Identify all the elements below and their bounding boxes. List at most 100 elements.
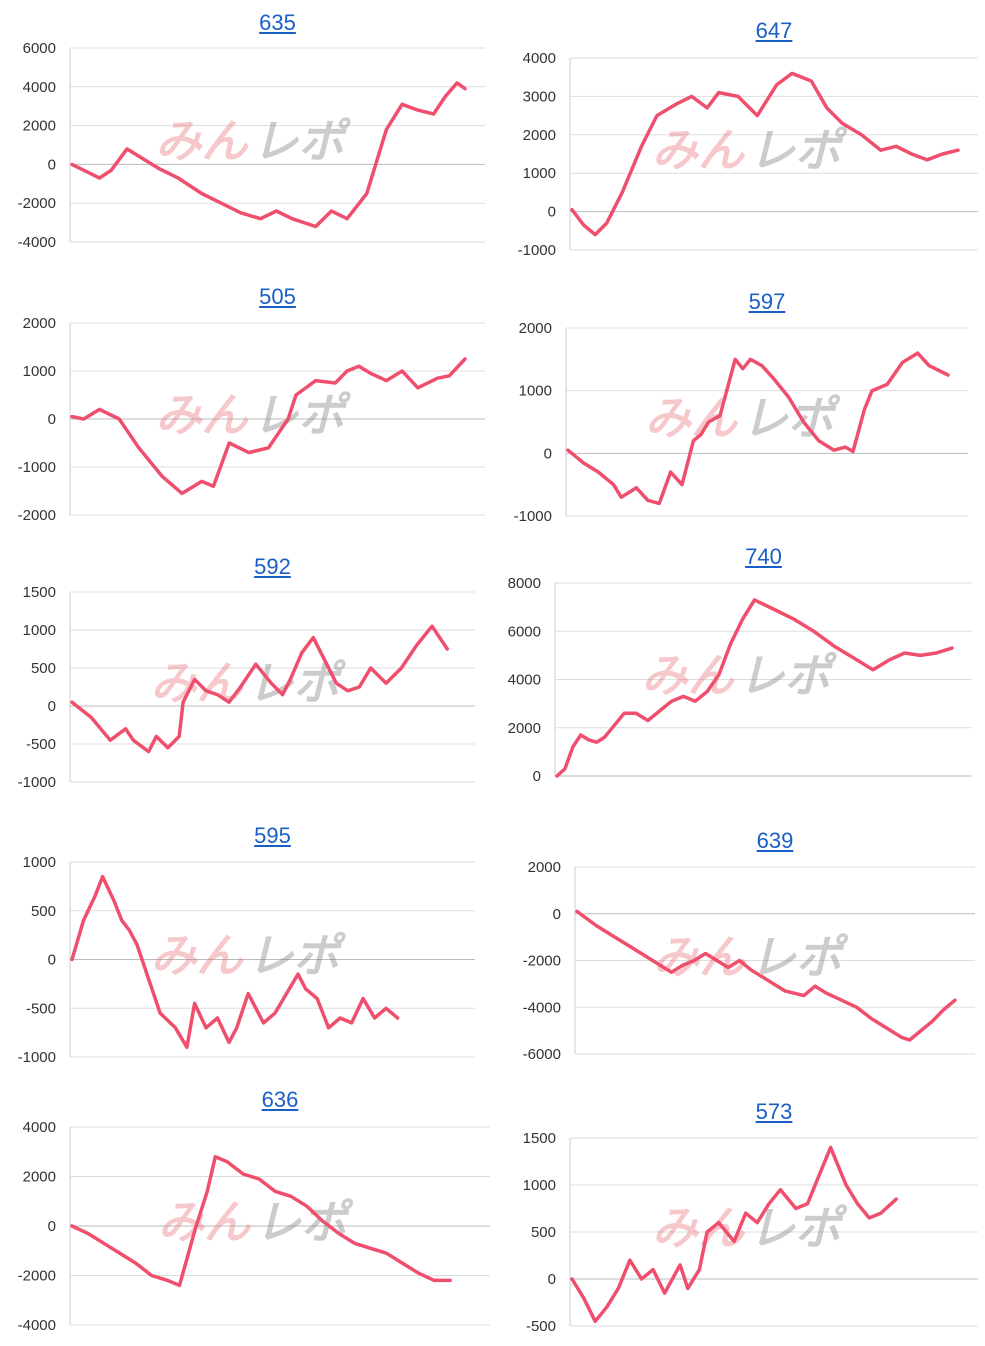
svg-text:みん: みん (151, 929, 245, 983)
y-tick-label: 1000 (519, 383, 552, 400)
y-tick-label: 4000 (23, 1119, 56, 1136)
y-tick-label: 0 (553, 906, 561, 923)
line-chart: 4000 3000 2000 1000 0 -1000 みん レポ (518, 50, 978, 259)
y-tick-label: 2000 (23, 1169, 56, 1186)
y-tick-label: 1000 (523, 1177, 556, 1194)
y-tick-label: -1000 (18, 459, 56, 476)
y-tick-label: 0 (533, 768, 541, 785)
chart-title-link[interactable]: 505 (259, 284, 296, 309)
y-tick-label: -4000 (18, 1317, 56, 1334)
series-line (566, 351, 950, 506)
y-tick-label: 2000 (508, 720, 541, 737)
y-tick-label: 500 (31, 660, 56, 677)
y-tick-label: -1000 (518, 242, 556, 259)
chart-title-link[interactable]: 740 (745, 544, 782, 569)
y-tick-label: 1000 (523, 165, 556, 182)
chart-title-link[interactable]: 573 (755, 1099, 793, 1124)
svg-text:みん: みん (652, 123, 746, 177)
chart-panel: 505 2000 1000 0 -1000 -2000 みん レポ (0, 270, 490, 535)
y-tick-label: 2000 (519, 320, 552, 337)
svg-text:レポ: レポ (749, 123, 848, 177)
y-tick-label: 1500 (523, 1130, 556, 1147)
line-chart: 1500 1000 500 0 -500 みん レポ (523, 1130, 978, 1335)
y-tick-label: -2000 (18, 195, 56, 212)
y-tick-label: 1000 (23, 622, 56, 639)
svg-text:みん: みん (652, 1201, 746, 1255)
y-tick-label: 1000 (23, 854, 56, 871)
y-tick-label: 4000 (523, 50, 556, 67)
y-tick-label: 2000 (528, 859, 561, 876)
y-tick-label: 3000 (523, 88, 556, 105)
chart-title-link[interactable]: 595 (254, 823, 291, 848)
chart-panel: 636 4000 2000 0 -2000 -4000 みん レポ (0, 1080, 490, 1346)
y-tick-label: 500 (31, 903, 56, 920)
line-chart: 2000 1000 0 -1000 みん レポ (514, 320, 968, 525)
svg-text:レポ: レポ (750, 930, 849, 984)
y-tick-label: -6000 (523, 1046, 561, 1063)
chart-panel: 647 4000 3000 2000 1000 0 -1000 みん レポ (495, 0, 985, 265)
y-tick-label: -2000 (18, 507, 56, 524)
y-tick-label: -4000 (18, 234, 56, 251)
y-tick-label: 0 (548, 204, 556, 221)
line-chart: 1500 1000 500 0 -500 -1000 みん レポ (18, 584, 475, 791)
y-tick-label: -4000 (523, 999, 561, 1016)
series-line (555, 598, 954, 778)
y-tick-label: -2000 (18, 1268, 56, 1285)
y-tick-label: -500 (26, 736, 56, 753)
y-tick-label: -500 (526, 1318, 556, 1335)
chart-title-link[interactable]: 639 (756, 828, 794, 853)
watermark-logo: みん レポ (156, 388, 352, 442)
svg-text:レポ: レポ (253, 114, 352, 168)
line-chart: 2000 1000 0 -1000 -2000 みん レポ (18, 315, 485, 524)
y-tick-label: -500 (26, 1000, 56, 1017)
chart-title-link[interactable]: 597 (748, 289, 786, 314)
chart-panel: 597 2000 1000 0 -1000 みん レポ (495, 270, 985, 535)
y-tick-label: 8000 (508, 575, 541, 592)
y-tick-label: -2000 (523, 953, 561, 970)
watermark-logo: みん レポ (653, 930, 849, 984)
svg-text:みん: みん (156, 114, 250, 168)
y-tick-label: -1000 (18, 1049, 56, 1066)
y-tick-label: 6000 (23, 40, 56, 57)
watermark-logo: みん レポ (156, 114, 352, 168)
chart-title-link[interactable]: 592 (254, 554, 291, 579)
chart-panel: 592 1500 1000 500 0 -500 -1000 みん レポ (0, 540, 490, 805)
y-tick-label: 0 (48, 156, 56, 173)
y-tick-label: 0 (48, 1218, 56, 1235)
y-tick-label: 4000 (508, 672, 541, 689)
watermark-logo: みん レポ (652, 123, 848, 177)
y-tick-label: 0 (544, 445, 552, 462)
y-tick-label: 4000 (23, 79, 56, 96)
svg-text:みん: みん (642, 649, 736, 703)
series-line (575, 909, 957, 1042)
series-line (570, 1145, 898, 1324)
chart-title-link[interactable]: 636 (261, 1087, 299, 1112)
chart-panel: 639 2000 0 -2000 -4000 -6000 みん レポ (495, 810, 985, 1075)
line-chart: 2000 0 -2000 -4000 -6000 みん レポ (523, 859, 975, 1063)
svg-text:みん: みん (156, 388, 250, 442)
y-tick-label: 2000 (23, 118, 56, 135)
watermark-logo: みん レポ (642, 649, 838, 703)
y-tick-label: 2000 (23, 315, 56, 332)
y-tick-label: 0 (48, 698, 56, 715)
y-tick-label: 2000 (523, 127, 556, 144)
y-tick-label: -1000 (18, 774, 56, 791)
y-tick-label: 6000 (508, 623, 541, 640)
chart-title-link[interactable]: 635 (259, 10, 296, 35)
series-line (70, 624, 450, 754)
y-tick-label: -1000 (514, 508, 552, 525)
y-tick-label: 1500 (23, 584, 56, 601)
chart-title-link[interactable]: 647 (755, 18, 793, 43)
y-tick-label: 0 (548, 1271, 556, 1288)
svg-text:レポ: レポ (253, 388, 352, 442)
series-line (70, 874, 400, 1050)
series-line (70, 81, 467, 229)
watermark-logo: みん レポ (151, 929, 347, 983)
line-chart: 1000 500 0 -500 -1000 みん レポ (18, 854, 475, 1066)
line-chart: 6000 4000 2000 0 -2000 -4000 みん レポ (18, 40, 485, 251)
chart-panel: 635 6000 4000 2000 0 -2000 -4000 みん レポ (0, 0, 490, 262)
y-tick-label: 0 (48, 411, 56, 428)
watermark-logo: みん レポ (652, 1201, 848, 1255)
chart-panel: 595 1000 500 0 -500 -1000 みん レポ (0, 810, 490, 1075)
